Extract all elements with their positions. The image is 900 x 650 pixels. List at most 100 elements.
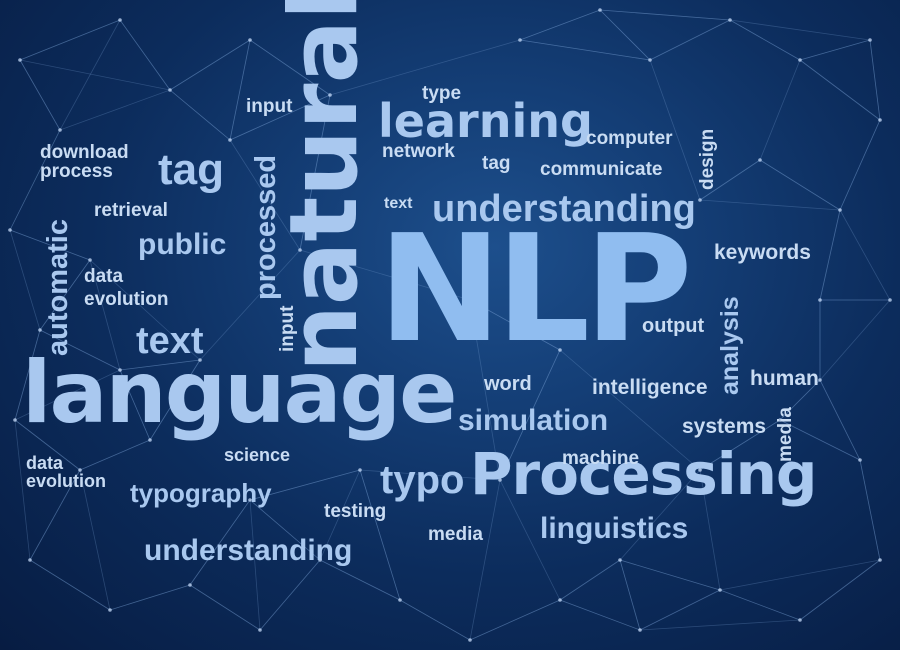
- network-line: [9, 129, 61, 231]
- network-line: [499, 349, 561, 481]
- network-line: [859, 459, 881, 561]
- network-line: [29, 469, 81, 561]
- network-line: [229, 94, 331, 141]
- word-understanding-top: understanding: [432, 188, 696, 230]
- network-line: [559, 559, 621, 601]
- network-node: [88, 258, 92, 262]
- network-line: [499, 479, 561, 601]
- network-line: [79, 439, 151, 471]
- network-line: [189, 584, 261, 631]
- word-tag-small: tag: [482, 153, 511, 174]
- network-line: [249, 499, 321, 561]
- network-line: [619, 469, 701, 561]
- network-line: [869, 39, 881, 121]
- network-node: [228, 138, 232, 142]
- network-line: [859, 459, 881, 561]
- network-line: [819, 209, 841, 301]
- network-node: [818, 298, 822, 302]
- network-node: [758, 158, 762, 162]
- network-line: [359, 469, 401, 601]
- network-line: [14, 329, 41, 421]
- network-line: [29, 469, 81, 561]
- network-line: [109, 584, 191, 611]
- word-text-big: text: [136, 320, 204, 362]
- network-line: [329, 39, 521, 96]
- word-word: word: [484, 373, 532, 395]
- network-line: [779, 379, 821, 421]
- network-line: [759, 159, 841, 211]
- network-line: [79, 439, 151, 471]
- network-line: [319, 559, 401, 601]
- word-public: public: [138, 228, 227, 261]
- word-keywords: keywords: [714, 241, 811, 264]
- network-line: [359, 469, 401, 601]
- word-nlp: NLP: [378, 203, 693, 375]
- network-line: [9, 229, 91, 261]
- network-line: [189, 584, 261, 631]
- network-node: [198, 358, 202, 362]
- network-line: [9, 229, 91, 261]
- network-node: [518, 38, 522, 42]
- word-media-bottom: media: [428, 524, 483, 545]
- network-node: [258, 628, 262, 632]
- network-line: [149, 359, 201, 441]
- network-line: [799, 559, 881, 621]
- network-line: [619, 559, 721, 591]
- network-line: [779, 419, 861, 461]
- network-node: [888, 298, 892, 302]
- network-line: [699, 469, 721, 591]
- network-node: [858, 458, 862, 462]
- word-analysis: analysis: [716, 296, 744, 395]
- network-line: [799, 39, 871, 61]
- network-line: [119, 359, 201, 371]
- network-line: [89, 259, 201, 361]
- network-node: [168, 88, 172, 92]
- word-linguistics: linguistics: [540, 512, 689, 545]
- network-line: [719, 559, 881, 591]
- network-line: [639, 619, 801, 631]
- network-line: [119, 369, 151, 441]
- network-line: [9, 129, 61, 231]
- network-line: [799, 59, 881, 121]
- network-line: [499, 349, 561, 481]
- network-line: [249, 499, 321, 561]
- network-line: [119, 19, 171, 91]
- network-line: [619, 559, 721, 591]
- network-node: [798, 618, 802, 622]
- network-node: [8, 228, 12, 232]
- network-node: [118, 368, 122, 372]
- network-line: [799, 559, 881, 621]
- network-line: [229, 39, 251, 141]
- word-download: download: [40, 142, 129, 163]
- network-line: [519, 9, 601, 41]
- word-evolution-bottom: evolution: [26, 471, 106, 491]
- word-simulation: simulation: [458, 404, 609, 437]
- network-line: [819, 379, 861, 461]
- network-line: [759, 159, 841, 211]
- network-line: [649, 19, 731, 61]
- network-line: [779, 379, 821, 421]
- network-line: [19, 19, 121, 61]
- network-node: [638, 628, 642, 632]
- network-line: [759, 59, 801, 161]
- network-line: [39, 259, 91, 331]
- network-line: [59, 89, 171, 131]
- network-line: [19, 59, 61, 131]
- network-line: [169, 89, 231, 141]
- network-node: [358, 468, 362, 472]
- word-automatic: automatic: [42, 219, 74, 356]
- network-line: [819, 209, 841, 301]
- word-data-bottom: data: [26, 453, 64, 473]
- word-typo: typo: [380, 458, 465, 502]
- network-line: [249, 469, 361, 501]
- network-node: [18, 58, 22, 62]
- network-line: [599, 9, 731, 21]
- network-line: [119, 369, 151, 441]
- network-node: [398, 598, 402, 602]
- network-node: [718, 588, 722, 592]
- network-node: [28, 558, 32, 562]
- network-line: [14, 369, 121, 421]
- network-line: [559, 559, 621, 601]
- network-line: [299, 249, 471, 301]
